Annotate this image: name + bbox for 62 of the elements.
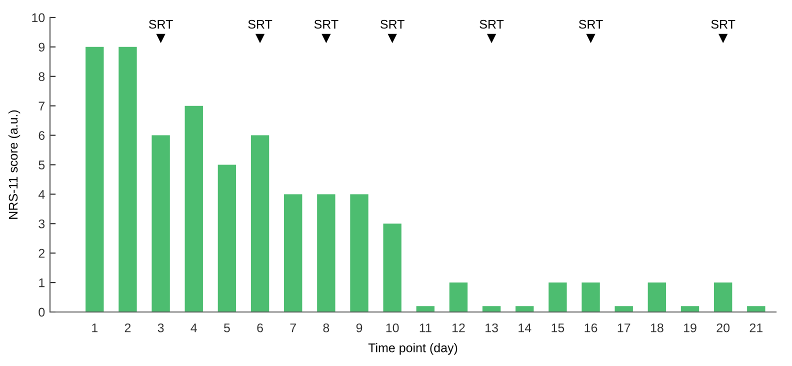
x-tick-label: 12: [452, 323, 465, 332]
bar: [152, 135, 170, 312]
bar: [86, 46, 104, 312]
x-tick-label: 13: [486, 323, 498, 332]
y-axis-title: NRS-11 score (a.u.): [8, 110, 20, 219]
x-tick-label: 19: [684, 323, 696, 332]
y-tick-label: 2: [38, 248, 45, 258]
bar: [680, 306, 700, 312]
x-tick-label: 16: [584, 323, 598, 332]
y-tick-label: 7: [38, 102, 45, 110]
bar: [184, 106, 203, 312]
bar: [317, 194, 336, 312]
bar: [614, 306, 633, 312]
y-tick-label: 4: [38, 190, 45, 199]
bar: [516, 306, 534, 312]
bar: [582, 282, 600, 312]
x-tick-label: 2: [124, 323, 131, 332]
y-tick-label: 1: [39, 278, 45, 288]
x-tick-label: 5: [224, 324, 230, 332]
y-tick-label: 8: [38, 72, 45, 82]
x-tick-label: 6: [257, 323, 263, 332]
x-tick-label: 20: [716, 323, 730, 332]
x-tick-label: 15: [552, 324, 564, 332]
annotation: SRT: [148, 20, 173, 29]
x-tick-label: 3: [158, 323, 164, 332]
x-tick-label: 21: [750, 323, 762, 332]
annotation: SRT: [578, 20, 603, 29]
y-tick-label: 5: [38, 160, 45, 170]
y-tick-label: 6: [38, 131, 45, 140]
x-tick-label: 14: [518, 324, 532, 332]
annotation: SRT: [711, 20, 736, 29]
y-tick-label: 0: [38, 308, 45, 317]
bar: [250, 135, 270, 312]
bar: [449, 282, 468, 312]
x-axis-title: Time point (day): [368, 343, 458, 355]
bar: [383, 224, 402, 312]
bar: [648, 282, 666, 312]
x-tick-label: 17: [618, 324, 630, 332]
bar: [416, 306, 434, 312]
x-tick-label: 4: [190, 324, 197, 332]
x-tick-label: 18: [650, 323, 664, 332]
bar: [350, 194, 368, 312]
bar: [548, 282, 567, 312]
y-tick-label: 9: [38, 42, 45, 52]
bar: [218, 164, 236, 312]
x-tick-label: 11: [420, 324, 432, 332]
x-tick-label: 9: [356, 323, 362, 332]
annotation: SRT: [480, 20, 504, 29]
x-tick-label: 1: [92, 324, 98, 332]
bar: [482, 306, 501, 312]
x-tick-label: 10: [386, 323, 399, 332]
bar: [747, 306, 766, 312]
y-tick-label: 10: [32, 13, 45, 22]
bar: [118, 46, 137, 312]
x-tick-label: 8: [323, 323, 330, 332]
annotation: SRT: [314, 20, 338, 29]
bar: [284, 194, 302, 312]
x-tick-label: 7: [290, 324, 296, 332]
annotation: SRT: [248, 20, 272, 29]
annotation: SRT: [380, 20, 404, 29]
bar: [714, 282, 732, 312]
y-tick-label: 3: [38, 219, 45, 228]
